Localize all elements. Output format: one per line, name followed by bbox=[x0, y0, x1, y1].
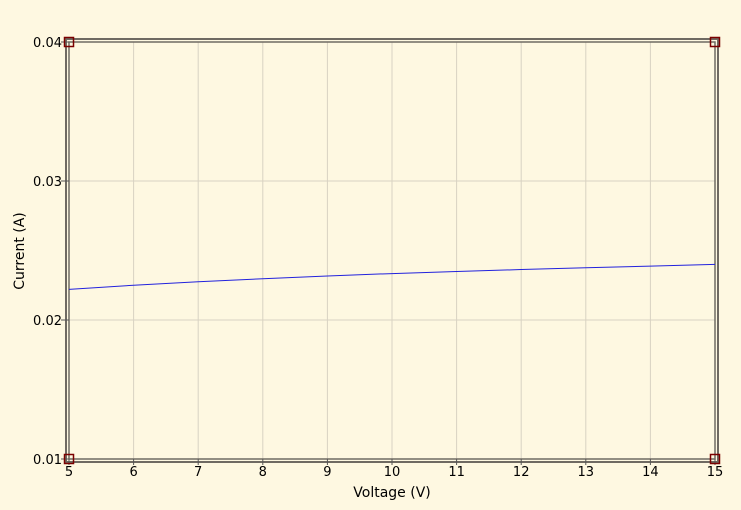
x-tick-label: 9 bbox=[323, 465, 331, 480]
y-tick-label: 0.02 bbox=[33, 314, 62, 329]
y-tick-label: 0.03 bbox=[33, 175, 62, 190]
corner-marker-top-left[interactable] bbox=[63, 36, 75, 48]
y-axis-label: Current (A) bbox=[12, 212, 28, 290]
y-tick-label: 0.04 bbox=[33, 36, 62, 51]
x-tick-label: 7 bbox=[194, 465, 202, 480]
corner-marker-bottom-left[interactable] bbox=[63, 453, 75, 465]
series-layer bbox=[68, 263, 716, 290]
x-tick-label: 5 bbox=[65, 465, 73, 480]
x-tick-label: 12 bbox=[513, 465, 530, 480]
corner-marker-top-right[interactable] bbox=[709, 36, 721, 48]
y-tick-label: 0.01 bbox=[33, 453, 62, 468]
y-axis-ticks: 0.01 0.02 0.03 0.04 bbox=[33, 36, 69, 468]
x-tick-label: 10 bbox=[384, 465, 401, 480]
x-axis-label: Voltage (V) bbox=[353, 485, 430, 501]
x-tick-label: 13 bbox=[578, 465, 595, 480]
series-line bbox=[68, 263, 716, 290]
x-tick-label: 6 bbox=[129, 465, 137, 480]
x-tick-label: 11 bbox=[448, 465, 465, 480]
x-tick-label: 14 bbox=[642, 465, 659, 480]
x-axis-ticks: 5 6 7 8 9 10 11 12 13 14 15 bbox=[65, 459, 723, 480]
x-tick-label: 8 bbox=[259, 465, 267, 480]
corner-markers bbox=[63, 36, 721, 465]
x-tick-label: 15 bbox=[707, 465, 724, 480]
corner-marker-bottom-right[interactable] bbox=[709, 453, 721, 465]
